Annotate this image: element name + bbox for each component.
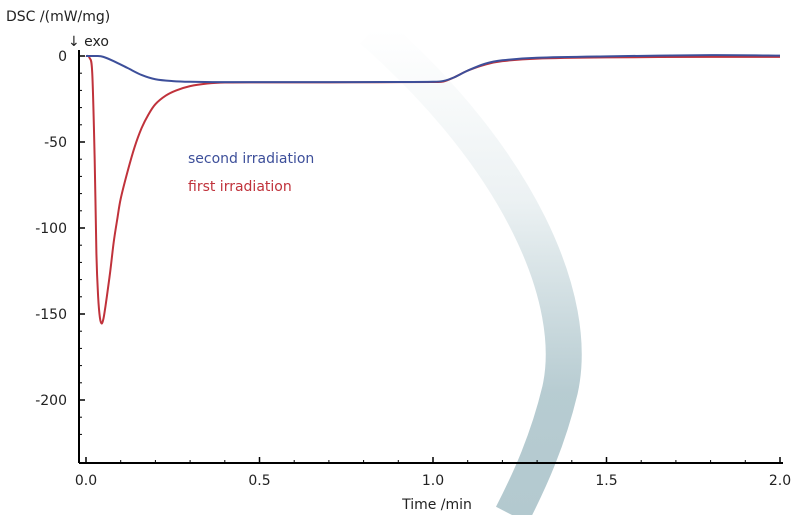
x-tick-label: 0.0 xyxy=(75,473,97,489)
y-tick-label: -50 xyxy=(44,135,67,151)
y-tick-label: -150 xyxy=(35,307,67,323)
y-tick-label: -200 xyxy=(35,393,67,409)
series-line-second-irradiation xyxy=(85,54,781,84)
y-tick-label: -100 xyxy=(35,221,67,237)
legend-first-irradiation: first irradiation xyxy=(188,179,292,195)
x-tick-label: 0.5 xyxy=(248,473,270,489)
legend-second-irradiation: second irradiation xyxy=(188,151,314,167)
series-layer xyxy=(85,54,781,325)
x-tick-label: 1.0 xyxy=(422,473,444,489)
y-tick-label: 0 xyxy=(58,49,67,65)
x-tick-label: 2.0 xyxy=(769,473,791,489)
y-axis-label: DSC /(mW/mg) xyxy=(6,9,110,25)
x-axis-label: Time /min xyxy=(401,497,472,513)
x-tick-label: 1.5 xyxy=(595,473,617,489)
exo-annotation: ↓ exo xyxy=(68,34,109,50)
background-arc-decoration xyxy=(360,16,582,515)
axes: 0 -50 -100 -150 -200 0.0 0.5 1.0 1.5 2.0 xyxy=(35,49,791,489)
